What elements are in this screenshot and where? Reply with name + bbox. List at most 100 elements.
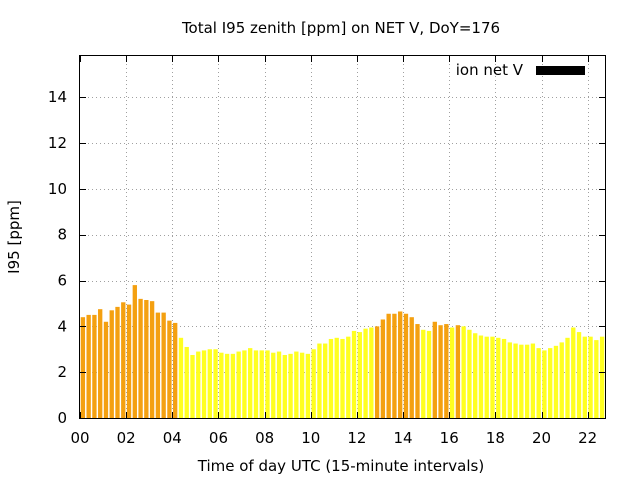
bar: [542, 350, 547, 418]
y-tick-label: 0: [57, 409, 67, 427]
bar: [536, 348, 541, 418]
bar: [224, 353, 230, 418]
bar: [282, 354, 287, 418]
bar: [149, 301, 155, 418]
bar: [132, 285, 137, 418]
bar: [86, 314, 91, 418]
bar: [299, 352, 305, 418]
bar: [496, 337, 501, 418]
bar: [490, 336, 495, 418]
legend-label: ion net V: [456, 61, 524, 79]
x-tick-label: 16: [440, 429, 459, 447]
bar: [398, 311, 403, 418]
y-tick-label: 4: [57, 317, 67, 335]
bar: [484, 336, 489, 418]
bar: [92, 314, 97, 418]
bar: [103, 321, 109, 418]
bar: [415, 324, 420, 418]
bar: [144, 300, 149, 418]
bar: [467, 329, 472, 418]
bar: [265, 350, 270, 418]
bar: [432, 321, 437, 418]
bar: [259, 350, 264, 418]
bar: [242, 350, 247, 418]
bar: [524, 344, 530, 418]
bar: [80, 317, 86, 418]
bar: [196, 351, 201, 418]
legend-swatch: [536, 66, 585, 75]
bar: [461, 326, 466, 418]
x-tick-label: 00: [70, 429, 89, 447]
y-tick-label: 12: [48, 134, 67, 152]
bar: [386, 313, 391, 418]
x-tick-label: 02: [117, 429, 136, 447]
bar: [311, 349, 316, 418]
x-tick-label: 20: [532, 429, 551, 447]
bar: [346, 336, 351, 418]
bar: [513, 343, 518, 418]
bar: [328, 338, 334, 418]
bar: [323, 343, 328, 418]
bar: [155, 312, 161, 418]
bar: [305, 353, 311, 418]
bar: [444, 324, 449, 418]
bar: [599, 336, 605, 418]
bar: [126, 304, 132, 418]
x-axis-label: Time of day UTC (15-minute intervals): [197, 457, 484, 475]
x-tick-label: 22: [578, 429, 597, 447]
bar: [380, 319, 386, 418]
legend: ion net V: [456, 61, 585, 79]
bar: [236, 351, 241, 418]
bar: [138, 298, 143, 418]
bar: [230, 353, 236, 418]
bar: [173, 322, 178, 418]
y-tick-label: 8: [57, 226, 67, 244]
bar: [507, 342, 512, 418]
bar: [167, 320, 172, 418]
bar: [253, 350, 259, 418]
x-tick-label: 12: [347, 429, 366, 447]
bar: [219, 352, 224, 418]
bar: [248, 348, 253, 418]
bar: [449, 327, 455, 418]
bar: [582, 336, 587, 418]
chart-title: Total I95 zenith [ppm] on NET V, DoY=176: [181, 19, 500, 37]
bar: [161, 312, 166, 418]
bar: [109, 310, 114, 418]
x-tick-label: 10: [301, 429, 320, 447]
bar: [565, 337, 570, 418]
y-tick-label: 10: [48, 180, 67, 198]
bar: [357, 332, 362, 418]
bar: [288, 353, 293, 418]
bar: [421, 329, 426, 418]
x-tick-label: 08: [255, 429, 274, 447]
bar: [478, 335, 484, 418]
y-axis-ticks: 0 2 4 6 8 10 12 14: [48, 88, 605, 427]
x-axis-ticks: 00 02 04 06 08 10 12 14 16 18 20 22: [70, 56, 597, 447]
bar: [576, 332, 582, 418]
bar: [201, 350, 207, 418]
bar: [455, 325, 461, 418]
bar: [294, 351, 299, 418]
bar: [392, 313, 397, 418]
bar: [190, 354, 195, 418]
bar: [426, 330, 432, 418]
y-axis-label: I95 [ppm]: [5, 200, 23, 274]
bar: [271, 352, 276, 418]
x-tick-label: 04: [163, 429, 182, 447]
bar: [213, 349, 218, 418]
bar: [184, 346, 189, 418]
bar: [588, 336, 593, 418]
x-tick-label: 18: [486, 429, 505, 447]
bar: [115, 306, 120, 418]
bar: [501, 338, 507, 418]
bar: [369, 327, 374, 418]
bar: [178, 337, 184, 418]
bar: [553, 345, 559, 418]
bars: [80, 285, 605, 418]
bar: [98, 309, 103, 418]
bar: [438, 325, 443, 418]
bar: [403, 313, 409, 418]
y-tick-label: 14: [48, 88, 67, 106]
